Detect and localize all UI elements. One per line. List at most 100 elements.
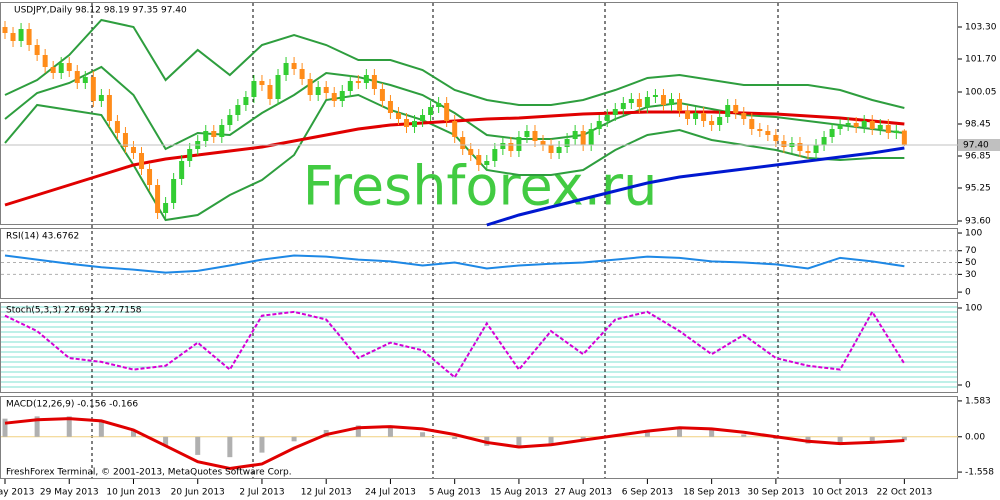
x-tick-label: 27 Aug 2013 — [554, 488, 612, 498]
candle-body — [98, 95, 104, 101]
candle-body — [187, 149, 193, 161]
histogram-bar — [709, 429, 715, 437]
candle-body — [757, 129, 763, 131]
candle-body — [50, 67, 56, 73]
candle-body — [219, 125, 225, 137]
y-tick-label: 0.00 — [965, 432, 985, 442]
candle-body — [323, 87, 329, 93]
y-tick-label: 0 — [965, 288, 971, 298]
candle-body — [588, 129, 594, 145]
candle-body — [106, 95, 112, 121]
y-tick-label: 96.85 — [965, 152, 991, 162]
candle-body — [660, 95, 666, 105]
candle-body — [2, 27, 8, 33]
candle-body — [347, 81, 353, 91]
candle-body — [291, 63, 297, 69]
x-tick-label: 17 May 2013 — [0, 488, 34, 498]
histogram-bar — [580, 436, 586, 440]
candle-body — [725, 105, 731, 117]
histogram-bar — [355, 425, 361, 437]
indicator-line — [4, 309, 906, 379]
footer: FreshForex Terminal, © 2001-2013, MetaQu… — [6, 468, 292, 478]
pane-title: RSI(14) 43.6762 — [6, 232, 79, 242]
candle-body — [363, 75, 369, 83]
candle-body — [572, 131, 578, 139]
x-tick-label: 10 Jun 2013 — [106, 488, 160, 498]
y-tick-label: 101.70 — [965, 55, 997, 65]
histogram-bar — [227, 436, 233, 458]
last-price-box — [958, 139, 1000, 151]
histogram-bar — [548, 436, 554, 444]
candle-body — [877, 125, 883, 129]
candle-body — [18, 29, 24, 41]
x-tick-label: 6 Sep 2013 — [622, 488, 673, 498]
histogram-bar — [130, 429, 136, 437]
candle-body — [644, 97, 650, 107]
candle-body — [379, 89, 385, 101]
candle-body — [733, 105, 739, 113]
histogram-bar — [291, 436, 297, 442]
candle-body — [139, 153, 145, 169]
y-tick-label: 0 — [965, 380, 971, 390]
y-tick-label: 95.25 — [965, 184, 991, 194]
candle-body — [829, 129, 835, 137]
indicator-line — [4, 417, 905, 471]
x-tick-label: 10 Oct 2013 — [812, 488, 868, 498]
rsi-pane — [0, 228, 958, 299]
candle-body — [893, 130, 899, 133]
histogram-bar — [901, 436, 907, 441]
histogram-bar — [66, 416, 72, 437]
candle-body — [404, 119, 409, 127]
candle-body — [412, 121, 418, 127]
candle-body — [765, 131, 771, 135]
candle-body — [179, 161, 185, 179]
candle-body — [652, 95, 658, 97]
candle-body — [604, 115, 610, 121]
x-tick-label: 12 Jul 2013 — [301, 488, 352, 498]
y-tick-label: 70 — [965, 246, 977, 256]
candle-body — [387, 101, 393, 113]
candle-body — [596, 121, 602, 129]
candle-body — [628, 99, 634, 103]
y-tick-label: 100.05 — [965, 88, 997, 98]
histogram-bar — [837, 436, 843, 444]
candle-body — [436, 103, 442, 107]
candle-body — [428, 107, 434, 115]
candle-body — [259, 81, 265, 85]
candle-body — [532, 131, 538, 141]
x-tick-label: 2 Jul 2013 — [239, 488, 284, 498]
candle-body — [122, 133, 128, 147]
candle-body — [773, 135, 779, 141]
candle-body — [821, 137, 827, 145]
candle-body — [492, 149, 498, 161]
candle-body — [564, 139, 570, 147]
candle-body — [556, 147, 562, 153]
candle-body — [781, 141, 787, 147]
chart-title: USDJPY,Daily 98.12 98.19 97.35 97.40 — [14, 6, 187, 16]
candle-body — [315, 87, 321, 95]
x-tick-label: 24 Jul 2013 — [365, 488, 416, 498]
candle-body — [580, 131, 586, 145]
histogram-bar — [98, 420, 104, 437]
y-tick-label: 30 — [965, 270, 977, 280]
x-tick-label: 18 Sep 2013 — [683, 488, 740, 498]
candle-body — [901, 130, 907, 145]
candle-body — [693, 113, 699, 119]
candle-body — [34, 45, 40, 55]
candle-body — [130, 147, 136, 153]
x-tick-label: 29 May 2013 — [40, 488, 99, 498]
candle-body — [452, 121, 458, 137]
candle-body — [235, 105, 241, 115]
candle-body — [717, 117, 723, 125]
pane-title: MACD(12,26,9) -0.156 -0.166 — [6, 400, 138, 410]
candle-body — [516, 137, 522, 151]
candle-body — [620, 103, 626, 109]
candle-body — [243, 97, 249, 105]
x-tick-label: 20 Jun 2013 — [171, 488, 225, 498]
x-tick-label: 30 Sep 2013 — [747, 488, 804, 498]
candle-body — [709, 121, 715, 125]
candle-body — [845, 123, 851, 125]
histogram-bar — [741, 434, 747, 437]
histogram-bar — [677, 427, 683, 437]
candle-body — [741, 113, 747, 119]
